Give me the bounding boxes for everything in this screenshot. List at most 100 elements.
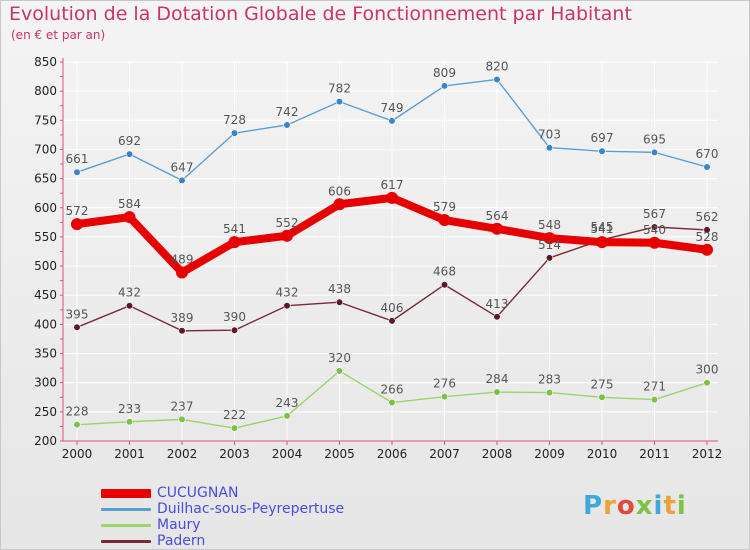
data-label-duilhac-sous-peyrepertuse: 782 [328, 82, 351, 96]
data-point-duilhac-sous-peyrepertuse [440, 82, 449, 90]
data-point-maury [335, 367, 344, 375]
data-label-padern: 395 [66, 307, 89, 321]
data-point-cucugnan [228, 236, 241, 249]
data-label-padern: 432 [118, 286, 141, 300]
data-label-duilhac-sous-peyrepertuse: 749 [381, 101, 404, 115]
data-point-duilhac-sous-peyrepertuse [283, 121, 291, 129]
data-label-duilhac-sous-peyrepertuse: 820 [486, 59, 509, 73]
data-label-cucugnan: 617 [381, 178, 404, 192]
data-label-maury: 237 [171, 399, 194, 413]
data-point-maury [388, 398, 396, 407]
data-point-padern [73, 323, 81, 331]
data-point-maury [125, 418, 134, 426]
x-tick-label: 2011 [639, 447, 670, 461]
data-point-cucugnan [543, 232, 556, 245]
y-tick-label: 600 [34, 201, 57, 215]
data-point-padern [283, 302, 291, 310]
data-point-duilhac-sous-peyrepertuse [598, 147, 606, 155]
legend-item-maury: Maury [101, 517, 344, 533]
data-label-cucugnan: 548 [538, 218, 561, 232]
legend-swatch-cucugnan [101, 488, 151, 498]
legend-swatch-duilhac [101, 507, 151, 511]
x-tick-label: 2009 [534, 447, 565, 461]
y-tick-label: 850 [34, 55, 57, 69]
data-point-maury [598, 393, 606, 401]
data-point-duilhac-sous-peyrepertuse [388, 117, 396, 125]
data-label-padern: 468 [433, 265, 456, 279]
data-label-maury: 283 [538, 373, 561, 387]
data-point-duilhac-sous-peyrepertuse [650, 148, 659, 156]
legend-label-padern: Padern [157, 533, 206, 549]
data-point-padern [493, 313, 501, 321]
logo-letter: x [635, 491, 654, 521]
data-label-padern: 514 [538, 238, 561, 252]
data-label-maury: 228 [66, 405, 89, 419]
data-label-cucugnan: 540 [643, 223, 666, 237]
data-label-cucugnan: 489 [171, 252, 194, 266]
data-point-padern [335, 298, 344, 306]
data-label-duilhac-sous-peyrepertuse: 695 [643, 132, 666, 146]
y-tick-label: 400 [34, 317, 57, 331]
data-point-maury [493, 388, 501, 396]
y-tick-label: 750 [34, 113, 57, 127]
logo-letter: o [616, 491, 636, 521]
y-tick-label: 300 [34, 376, 57, 390]
proxiti-logo: Proxiti [583, 491, 687, 521]
data-point-padern [388, 317, 396, 325]
y-tick-label: 350 [34, 347, 57, 361]
data-point-cucugnan [596, 236, 608, 249]
data-point-maury [440, 393, 449, 401]
data-point-duilhac-sous-peyrepertuse [335, 98, 344, 106]
data-point-maury [283, 412, 291, 420]
data-label-padern: 390 [223, 310, 246, 324]
x-tick-label: 2005 [324, 447, 355, 461]
data-point-maury [230, 424, 239, 432]
chart-value-labels: 661 692 647 728 742 782 749 809 820 703 697 695 670 2… [66, 59, 719, 422]
data-point-cucugnan [123, 211, 136, 224]
data-point-maury [703, 379, 711, 387]
logo-letter: i [676, 491, 687, 521]
data-point-maury [178, 415, 186, 424]
data-point-cucugnan [176, 266, 188, 279]
data-label-maury: 276 [433, 377, 456, 391]
data-label-maury: 233 [118, 402, 141, 416]
data-point-padern [650, 223, 659, 231]
data-label-padern: 432 [276, 286, 299, 300]
y-tick-label: 650 [34, 172, 57, 186]
data-label-duilhac-sous-peyrepertuse: 697 [591, 131, 614, 145]
x-tick-label: 2000 [62, 447, 93, 461]
data-label-padern: 567 [643, 207, 666, 221]
data-label-maury: 222 [223, 408, 246, 422]
legend-item-padern: Padern [101, 533, 344, 549]
data-label-cucugnan: 584 [118, 197, 141, 211]
data-point-cucugnan [648, 236, 661, 249]
x-tick-label: 2012 [692, 447, 723, 461]
data-label-padern: 406 [381, 301, 404, 315]
data-point-duilhac-sous-peyrepertuse [493, 75, 501, 84]
data-label-cucugnan: 606 [328, 184, 351, 198]
data-point-duilhac-sous-peyrepertuse [545, 144, 554, 152]
x-tick-label: 2003 [219, 447, 250, 461]
x-tick-label: 2004 [272, 447, 303, 461]
data-point-duilhac-sous-peyrepertuse [125, 150, 134, 158]
data-label-cucugnan: 552 [276, 216, 299, 230]
data-point-cucugnan [71, 218, 83, 231]
data-point-cucugnan [281, 229, 293, 242]
data-point-cucugnan [701, 243, 713, 256]
legend-item-cucugnan: CUCUGNAN [101, 485, 344, 501]
x-tick-label: 2008 [482, 447, 513, 461]
data-label-duilhac-sous-peyrepertuse: 703 [538, 128, 561, 142]
data-label-duilhac-sous-peyrepertuse: 742 [276, 105, 299, 119]
data-label-maury: 300 [696, 363, 719, 377]
data-point-duilhac-sous-peyrepertuse [178, 176, 186, 184]
data-point-maury [73, 421, 81, 429]
data-label-duilhac-sous-peyrepertuse: 670 [696, 147, 719, 161]
chart-axes: 200 250 300 350 400 450 500 550 600 650 700 750 800 8… [34, 55, 722, 461]
data-point-duilhac-sous-peyrepertuse [230, 129, 239, 137]
legend-swatch-maury [101, 523, 151, 527]
x-tick-label: 2001 [114, 447, 145, 461]
legend-label-duilhac: Duilhac-sous-Peyrepertuse [157, 501, 345, 517]
data-point-padern [703, 226, 711, 234]
